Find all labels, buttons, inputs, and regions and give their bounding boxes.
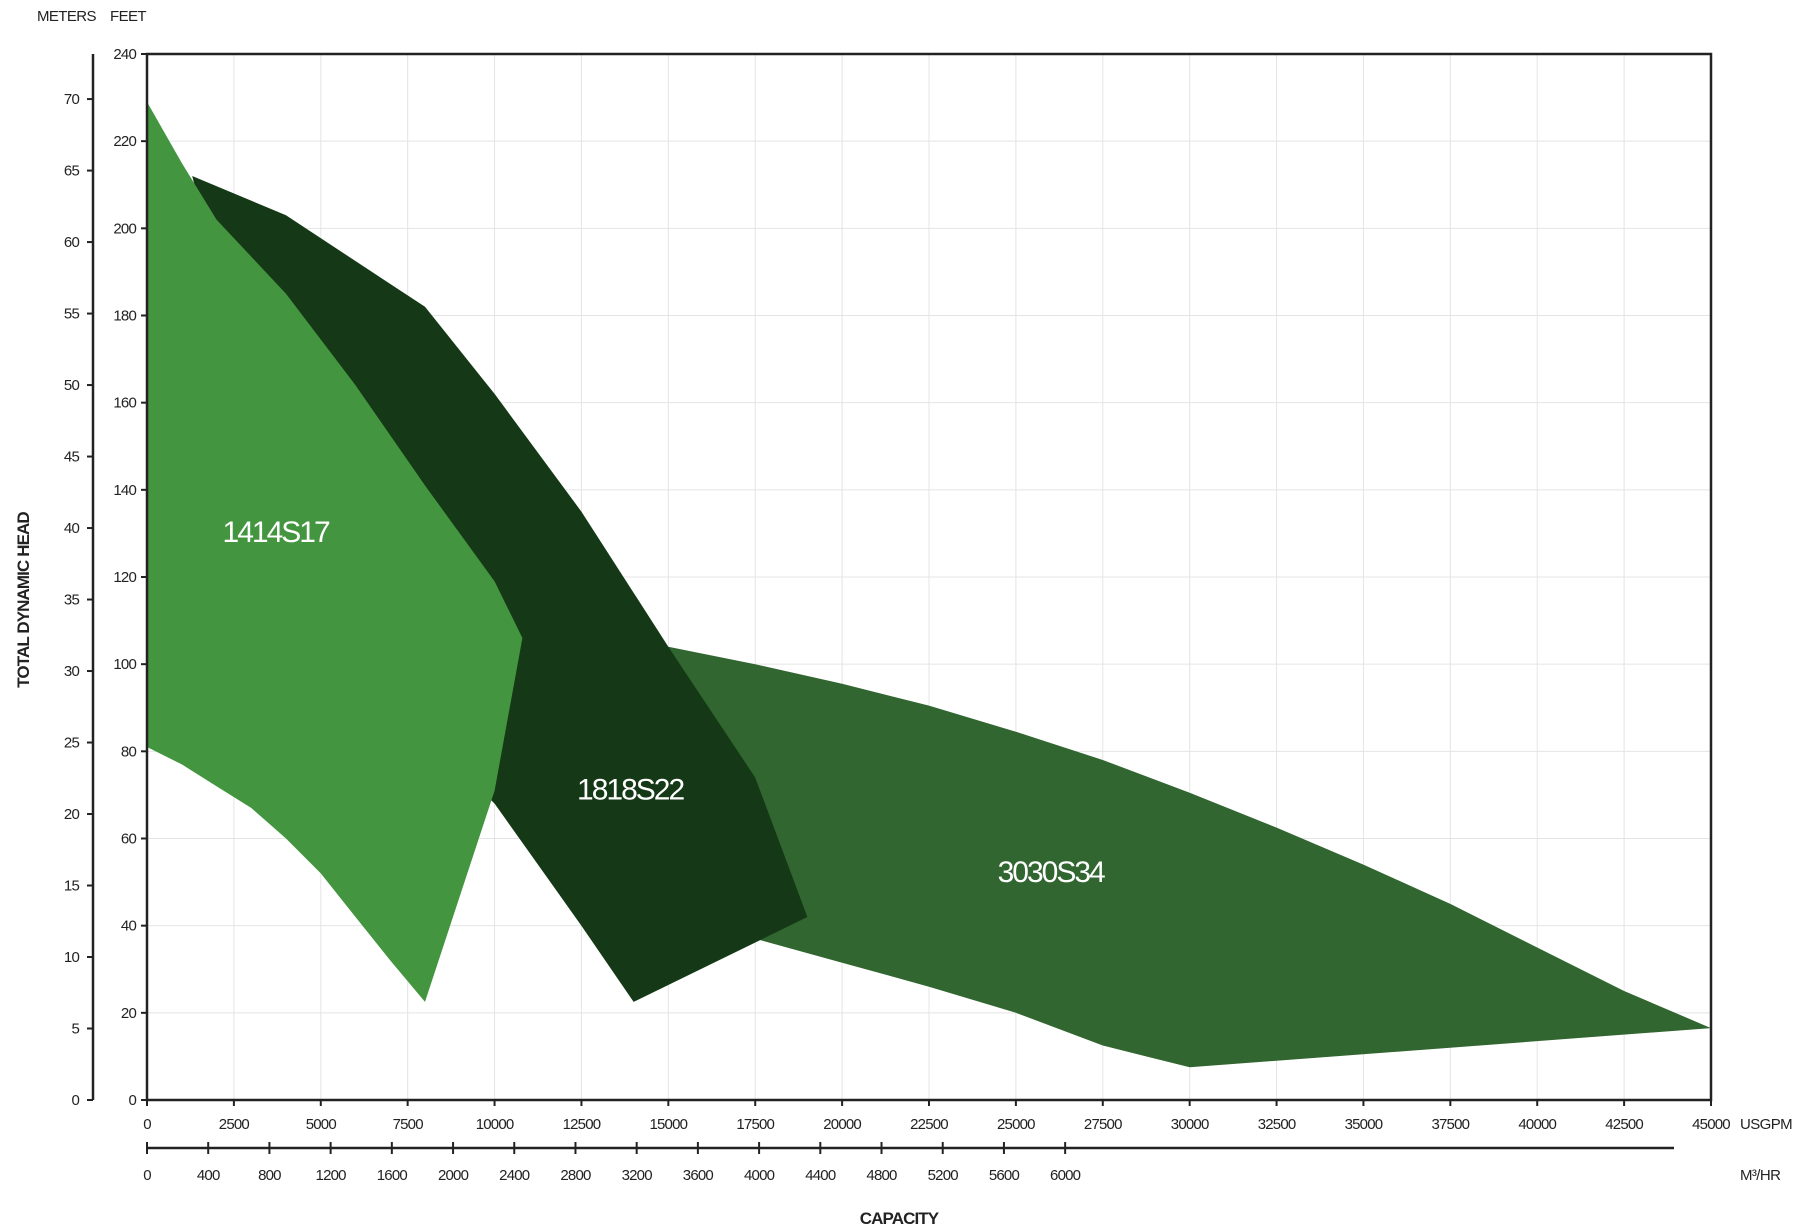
- y-tick-label-meters: 55: [64, 306, 80, 323]
- x-tick-label-usgpm: 30000: [1171, 1116, 1209, 1133]
- x-tick-label-m3hr: 4800: [866, 1167, 897, 1184]
- x-unit-usgpm: USGPM: [1740, 1116, 1792, 1133]
- y-tick-label-meters: 30: [64, 663, 80, 680]
- x-tick-label-m3hr: 6000: [1050, 1167, 1081, 1184]
- x-tick-label-usgpm: 15000: [649, 1116, 687, 1133]
- x-tick-label-m3hr: 2000: [438, 1167, 469, 1184]
- region-3030s34: [668, 646, 1711, 1068]
- x-tick-label-usgpm: 7500: [393, 1116, 424, 1133]
- x-tick-label-m3hr: 3600: [683, 1167, 714, 1184]
- x-tick-label-m3hr: 3200: [622, 1167, 653, 1184]
- y-tick-label-feet: 160: [113, 395, 136, 412]
- x-tick-label-usgpm: 35000: [1345, 1116, 1383, 1133]
- x-tick-label-usgpm: 27500: [1084, 1116, 1122, 1133]
- region-label-1818s22: 1818S22: [577, 773, 684, 806]
- y-tick-label-feet: 220: [113, 133, 136, 150]
- x-tick-label-m3hr: 4000: [744, 1167, 775, 1184]
- y-tick-label-meters: 45: [64, 449, 80, 466]
- x-tick-label-usgpm: 12500: [563, 1116, 601, 1133]
- y-axis-title: TOTAL DYNAMIC HEAD: [14, 512, 33, 688]
- y-tick-label-feet: 120: [113, 569, 136, 586]
- x-tick-label-usgpm: 10000: [476, 1116, 514, 1133]
- x-tick-label-m3hr: 0: [143, 1167, 151, 1184]
- region-1414s17: [147, 101, 523, 1002]
- y-tick-label-feet: 60: [121, 831, 137, 848]
- x-tick-label-usgpm: 25000: [997, 1116, 1035, 1133]
- x-tick-label-m3hr: 4400: [805, 1167, 836, 1184]
- x-tick-label-usgpm: 5000: [306, 1116, 337, 1133]
- y-tick-label-meters: 20: [64, 806, 80, 823]
- x-tick-label-usgpm: 17500: [736, 1116, 774, 1133]
- x-axis-title: CAPACITY: [860, 1209, 940, 1225]
- y-tick-label-meters: 35: [64, 592, 80, 609]
- y-tick-label-feet: 0: [128, 1092, 136, 1109]
- x-tick-label-usgpm: 22500: [910, 1116, 948, 1133]
- y-tick-label-feet: 40: [121, 918, 137, 935]
- y-tick-label-feet: 240: [113, 46, 136, 63]
- y-tick-label-meters: 65: [64, 163, 80, 180]
- y-tick-label-feet: 200: [113, 220, 136, 237]
- x-tick-label-usgpm: 20000: [823, 1116, 861, 1133]
- y-unit-meters: METERS: [37, 8, 97, 25]
- x-tick-label-m3hr: 1200: [316, 1167, 347, 1184]
- x-unit-m3hr: M³/HR: [1740, 1167, 1781, 1184]
- x-tick-label-usgpm: 37500: [1431, 1116, 1469, 1133]
- x-tick-label-usgpm: 32500: [1258, 1116, 1296, 1133]
- x-tick-label-m3hr: 800: [258, 1167, 281, 1184]
- y-tick-label-feet: 80: [121, 743, 137, 760]
- y-tick-label-feet: 140: [113, 482, 136, 499]
- y-tick-label-feet: 180: [113, 308, 136, 325]
- x-tick-label-m3hr: 2400: [499, 1167, 530, 1184]
- x-tick-label-m3hr: 2800: [560, 1167, 591, 1184]
- y-tick-label-meters: 15: [64, 878, 80, 895]
- y-unit-feet: FEET: [110, 8, 146, 25]
- regions-layer: [147, 101, 1711, 1068]
- region-labels-layer: 3030S34 1818S22 1414S17: [223, 516, 1107, 889]
- y-tick-label-meters: 70: [64, 91, 80, 108]
- y-tick-label-meters: 10: [64, 949, 80, 966]
- y-tick-label-meters: 50: [64, 377, 80, 394]
- x-tick-label-m3hr: 5600: [989, 1167, 1020, 1184]
- y-tick-label-meters: 60: [64, 234, 80, 251]
- x-tick-label-usgpm: 42500: [1605, 1116, 1643, 1133]
- x-tick-label-usgpm: 2500: [219, 1116, 250, 1133]
- x-tick-label-usgpm: 45000: [1692, 1116, 1730, 1133]
- y-tick-label-feet: 100: [113, 656, 136, 673]
- y-tick-label-meters: 5: [71, 1021, 79, 1038]
- y-tick-label-feet: 20: [121, 1005, 137, 1022]
- x-tick-label-usgpm: 0: [143, 1116, 151, 1133]
- y-tick-label-meters: 25: [64, 735, 80, 752]
- x-tick-label-usgpm: 40000: [1518, 1116, 1556, 1133]
- region-label-3030s34: 3030S34: [998, 856, 1105, 889]
- x-tick-label-m3hr: 1600: [377, 1167, 408, 1184]
- x-tick-label-m3hr: 5200: [928, 1167, 959, 1184]
- region-label-1414s17: 1414S17: [223, 516, 330, 549]
- y-tick-label-meters: 0: [71, 1092, 79, 1109]
- y-tick-label-meters: 40: [64, 520, 80, 537]
- x-tick-label-m3hr: 400: [197, 1167, 220, 1184]
- ticks-layer: 0 2500 5000 7500 10000 12500 15000 17500 20000 22…: [64, 46, 1731, 1184]
